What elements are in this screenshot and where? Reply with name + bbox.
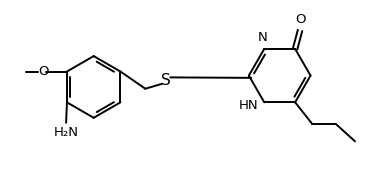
Text: HN: HN bbox=[239, 99, 259, 113]
Text: H₂N: H₂N bbox=[53, 126, 79, 139]
Text: S: S bbox=[161, 73, 171, 88]
Text: O: O bbox=[38, 65, 49, 78]
Text: O: O bbox=[296, 13, 306, 26]
Text: N: N bbox=[258, 31, 267, 44]
